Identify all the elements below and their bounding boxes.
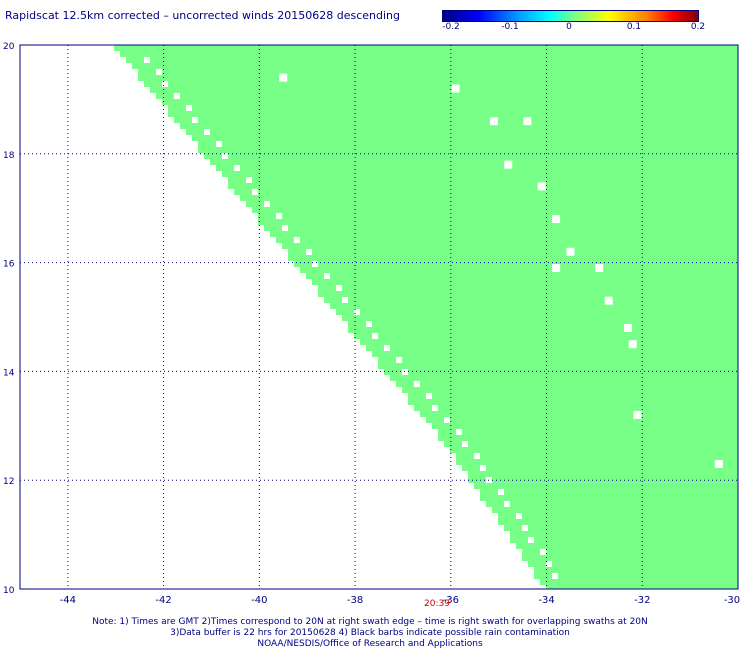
colorbar-label: -0.2 (442, 22, 460, 32)
lon-tick-label: -40 (251, 595, 267, 606)
missing-data-cell (396, 357, 402, 363)
missing-data-cell (186, 105, 192, 111)
lon-tick-label: -38 (347, 595, 363, 606)
colorbar-label: 0.2 (690, 22, 706, 32)
missing-data-cell (444, 417, 450, 423)
missing-data-cell (522, 525, 528, 531)
missing-data-cell (216, 141, 222, 147)
missing-data-cell (192, 117, 198, 123)
lat-tick-label: 18 (3, 151, 15, 161)
missing-data-cell (623, 323, 632, 332)
missing-data-cell (324, 273, 330, 279)
swath-time-label: 20:39 (424, 599, 450, 609)
missing-data-cell (294, 237, 300, 243)
missing-data-cell (366, 321, 372, 327)
lat-tick-label: 12 (3, 477, 14, 487)
lat-tick-label: 20 (3, 42, 15, 52)
colorbar-label: 0 (566, 22, 572, 32)
map-frame (19, 44, 739, 590)
missing-data-cell (354, 309, 360, 315)
missing-data-cell (552, 215, 561, 224)
missing-data-cell (595, 264, 604, 273)
lon-tick-label: -42 (155, 595, 171, 606)
colorbar (442, 10, 699, 22)
missing-data-cell (372, 333, 378, 339)
missing-data-cell (204, 129, 210, 135)
lon-tick-label: -44 (60, 595, 76, 606)
missing-data-cell (426, 393, 432, 399)
missing-data-cell (633, 410, 642, 419)
missing-data-cell (246, 177, 252, 183)
missing-data-cell (279, 73, 288, 82)
missing-data-cell (306, 249, 312, 255)
swath-fill (114, 45, 738, 589)
lon-tick-label: -36 (443, 595, 459, 606)
lat-tick-label: 16 (3, 260, 15, 270)
missing-data-cell (252, 189, 258, 195)
footnote-line-2: 3)Data buffer is 22 hrs for 20150628 4) … (170, 628, 570, 638)
lon-tick-label: -30 (724, 595, 740, 606)
missing-data-cell (144, 57, 150, 63)
missing-data-cell (174, 93, 180, 99)
lon-tick-label: -34 (538, 595, 554, 606)
missing-data-cell (504, 160, 513, 169)
missing-data-cell (336, 285, 342, 291)
missing-data-cell (451, 84, 460, 93)
missing-data-layer (279, 73, 723, 468)
missing-data-cell (498, 489, 504, 495)
missing-data-cell (156, 69, 162, 75)
missing-data-cell (234, 165, 240, 171)
lat-tick-label: 14 (3, 368, 15, 378)
missing-data-cell (604, 296, 613, 305)
missing-data-cell (566, 247, 575, 256)
graticule (20, 45, 738, 589)
missing-data-cell (342, 297, 348, 303)
missing-data-cell (714, 459, 723, 468)
swath-layer (114, 45, 738, 589)
missing-data-cell (552, 573, 558, 579)
missing-data-cell (432, 405, 438, 411)
footnote-line-1: Note: 1) Times are GMT 2)Times correspon… (92, 617, 648, 627)
axis-labels: -44 -42 -40 -38 -36 -34 -32 -30 20 18 16 14 12 10 (3, 42, 740, 606)
footnote-line-3: NOAA/NESDIS/Office of Research and Appli… (257, 639, 483, 649)
missing-data-cell (162, 81, 168, 87)
missing-data-cell (540, 549, 546, 555)
map-title: Rapidscat 12.5km corrected – uncorrected… (5, 9, 401, 22)
missing-data-cell (628, 340, 637, 349)
lon-tick-label: -32 (634, 595, 650, 606)
missing-data-cell (523, 117, 532, 126)
missing-data-cell (384, 345, 390, 351)
missing-data-cell (414, 381, 420, 387)
missing-data-cell (528, 537, 534, 543)
missing-data-cell (402, 369, 408, 375)
missing-data-cell (516, 513, 522, 519)
missing-data-cell (504, 501, 510, 507)
missing-data-cell (456, 429, 462, 435)
missing-data-cell (462, 441, 468, 447)
missing-data-cell (264, 201, 270, 207)
missing-data-cell (480, 465, 486, 471)
missing-data-cell (474, 453, 480, 459)
missing-data-cell (537, 182, 546, 191)
missing-data-cell (312, 261, 318, 267)
colorbar-label: 0.1 (626, 22, 642, 32)
missing-data-cell (222, 153, 228, 159)
missing-data-cell (552, 264, 561, 273)
missing-data-cell (489, 117, 498, 126)
lat-tick-label: 10 (3, 586, 15, 596)
missing-data-cell (276, 213, 282, 219)
colorbar-label: -0.1 (501, 22, 519, 32)
missing-data-cell (282, 225, 288, 231)
missing-data-cell (546, 561, 552, 567)
